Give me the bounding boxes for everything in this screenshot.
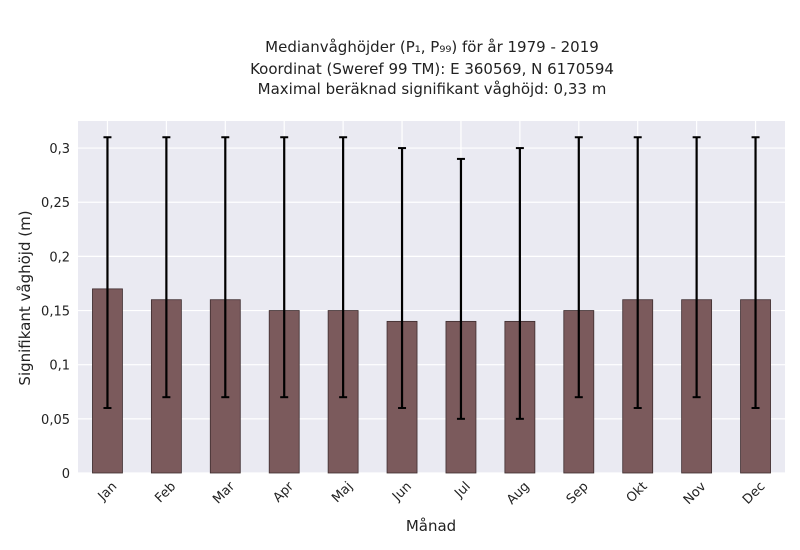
title-line-3: Maximal beräknad signifikant våghöjd: 0,… xyxy=(258,80,607,98)
x-tick-label: Dec xyxy=(740,479,768,507)
x-tick-label: Maj xyxy=(329,479,356,506)
x-tick-label: Jan xyxy=(95,479,120,504)
y-axis-label: Signifikant våghöjd (m) xyxy=(16,210,34,385)
x-tick-label: Okt xyxy=(624,479,651,506)
x-tick-label: Apr xyxy=(271,479,298,506)
x-tick-label: Sep xyxy=(564,479,592,507)
x-tick-label: Feb xyxy=(152,479,179,506)
y-tick-label: 0,1 xyxy=(49,359,70,374)
error-bar xyxy=(751,136,760,410)
error-bar xyxy=(574,136,583,399)
title-line-2: Koordinat (Sweref 99 TM): E 360569, N 61… xyxy=(250,60,614,78)
x-tick-label: Nov xyxy=(681,479,710,508)
chart-title: Medianvåghöjder (P₁, P₉₉) för år 1979 - … xyxy=(250,38,614,98)
error-bar xyxy=(221,136,230,399)
error-bars xyxy=(103,136,760,420)
y-tick-label: 0,05 xyxy=(41,413,70,428)
error-bar xyxy=(339,136,348,399)
x-tick-label: Jun xyxy=(389,479,415,505)
y-tick-label: 0,2 xyxy=(49,250,70,265)
y-tick-label: 0 xyxy=(62,467,70,482)
x-tick-label: Mar xyxy=(210,479,238,507)
y-tick-label: 0,25 xyxy=(41,196,70,211)
error-bar xyxy=(398,147,407,410)
error-bar xyxy=(692,136,701,399)
title-line-1: Medianvåghöjder (P₁, P₉₉) för år 1979 - … xyxy=(265,38,599,56)
x-tick-label: Aug xyxy=(504,479,533,508)
error-bar xyxy=(456,157,465,420)
error-bar xyxy=(280,136,289,399)
x-tick-label: Jul xyxy=(451,479,473,501)
error-bar xyxy=(103,136,112,410)
y-tick-label: 0,15 xyxy=(41,305,70,320)
x-axis-ticks: Jan Feb Mar Apr Maj Jun Jul Aug Sep Okt Nov Dec xyxy=(95,479,769,508)
x-axis-label: Månad xyxy=(406,517,456,535)
plot-area xyxy=(78,121,785,473)
error-bar xyxy=(162,136,171,399)
y-axis-ticks: 0 0,05 0,1 0,15 0,2 0,25 0,3 xyxy=(41,142,70,482)
error-bar xyxy=(633,136,642,410)
y-tick-label: 0,3 xyxy=(49,142,70,157)
error-bar xyxy=(515,147,524,420)
